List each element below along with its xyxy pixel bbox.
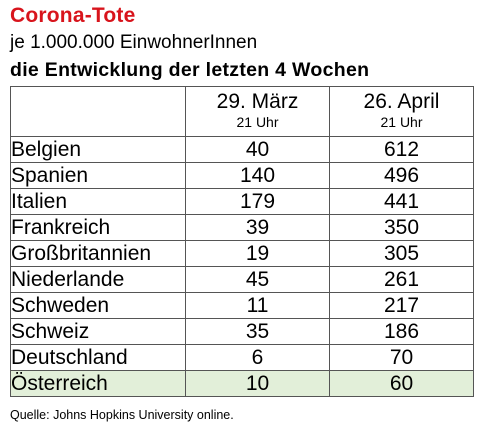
value-cell: 496 <box>329 162 474 189</box>
value-cell: 6 <box>185 344 330 371</box>
header-time: 21 Uhr <box>380 114 423 130</box>
table-row: Großbritannien 19 305 <box>10 240 474 267</box>
country-cell: Belgien <box>10 136 186 163</box>
value-cell: 179 <box>185 188 330 215</box>
table-row: Niederlande 45 261 <box>10 266 474 293</box>
country-cell: Schweden <box>10 292 186 319</box>
value-cell: 140 <box>185 162 330 189</box>
value-cell: 40 <box>185 136 330 163</box>
value-cell: 60 <box>329 370 474 397</box>
table-row: Spanien 140 496 <box>10 162 474 189</box>
header-date: 29. März <box>216 90 299 113</box>
value-cell: 261 <box>329 266 474 293</box>
country-cell: Schweiz <box>10 318 186 345</box>
value-cell: 217 <box>329 292 474 319</box>
header-time: 21 Uhr <box>236 114 279 130</box>
chart-subtitle: je 1.000.000 EinwohnerInnen <box>10 32 258 53</box>
table-row: Belgien 40 612 <box>10 136 474 163</box>
chart-subtitle-bold: die Entwicklung der letzten 4 Wochen <box>10 59 370 81</box>
country-cell: Niederlande <box>10 266 186 293</box>
table-row: Schweden 11 217 <box>10 292 474 319</box>
value-cell: 441 <box>329 188 474 215</box>
chart-title: Corona-Tote <box>10 4 136 27</box>
table-header-row: 29. März 21 Uhr 26. April 21 Uhr <box>10 86 474 137</box>
table-row: Frankreich 39 350 <box>10 214 474 241</box>
data-table: 29. März 21 Uhr 26. April 21 Uhr Belgien… <box>10 86 474 397</box>
value-cell: 350 <box>329 214 474 241</box>
header-date: 26. April <box>363 90 440 113</box>
value-cell: 39 <box>185 214 330 241</box>
value-cell: 19 <box>185 240 330 267</box>
table-row: Österreich 10 60 <box>10 370 474 397</box>
source-note: Quelle: Johns Hopkins University online. <box>10 408 234 422</box>
header-cell-col2: 26. April 21 Uhr <box>329 86 474 137</box>
table-row: Deutschland 6 70 <box>10 344 474 371</box>
table-row: Italien 179 441 <box>10 188 474 215</box>
value-cell: 70 <box>329 344 474 371</box>
value-cell: 35 <box>185 318 330 345</box>
value-cell: 11 <box>185 292 330 319</box>
country-cell: Großbritannien <box>10 240 186 267</box>
country-cell: Deutschland <box>10 344 186 371</box>
table-row: Schweiz 35 186 <box>10 318 474 345</box>
country-cell: Österreich <box>10 370 186 397</box>
value-cell: 186 <box>329 318 474 345</box>
value-cell: 10 <box>185 370 330 397</box>
value-cell: 45 <box>185 266 330 293</box>
value-cell: 612 <box>329 136 474 163</box>
value-cell: 305 <box>329 240 474 267</box>
header-cell-col1: 29. März 21 Uhr <box>185 86 330 137</box>
header-corner-cell <box>10 86 186 137</box>
country-cell: Spanien <box>10 162 186 189</box>
country-cell: Italien <box>10 188 186 215</box>
country-cell: Frankreich <box>10 214 186 241</box>
